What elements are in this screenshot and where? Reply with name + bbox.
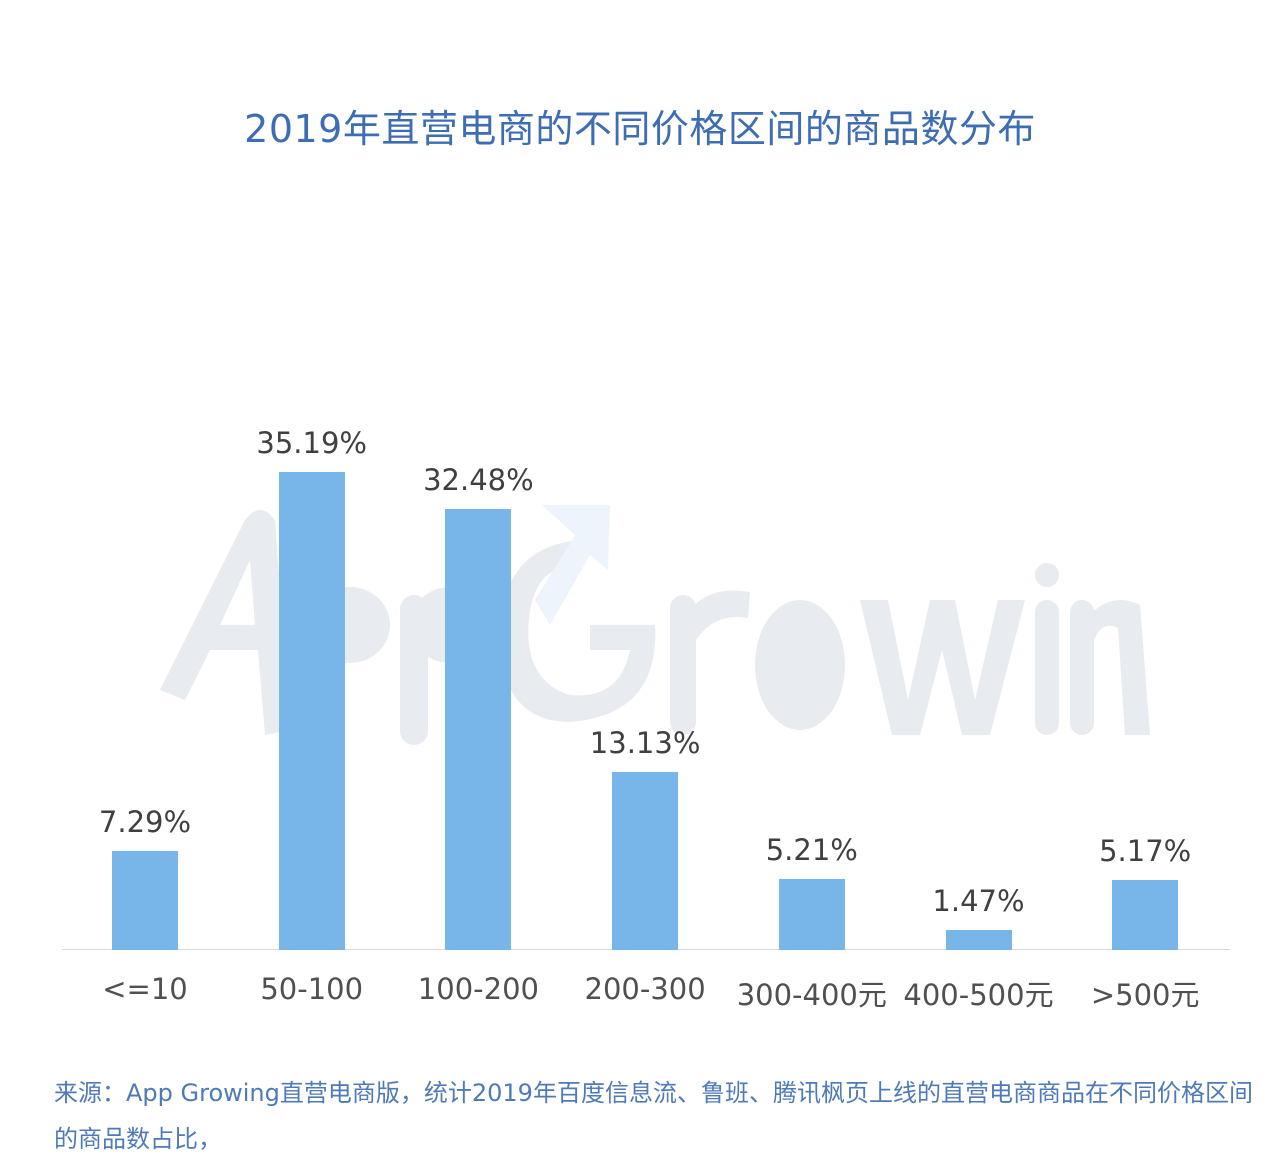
- source-footnote: 来源：App Growing直营电商版，统计2019年百度信息流、鲁班、腾讯枫页…: [54, 1079, 1253, 1153]
- x-axis-category-label: 200-300: [584, 972, 706, 1006]
- bar: [612, 772, 679, 950]
- x-axis-category-label: 400-500元: [903, 978, 1054, 1012]
- x-axis-category-label: 50-100: [260, 972, 364, 1006]
- bar-value-label: 35.19%: [256, 426, 367, 460]
- bar-value-label: 7.29%: [98, 805, 192, 839]
- bar-value-label: 5.21%: [765, 833, 858, 867]
- bar-value-label: 5.17%: [1099, 834, 1192, 868]
- x-axis-category-label: 300-400元: [736, 978, 887, 1012]
- bar-value-label: 32.48%: [423, 463, 534, 497]
- bar: [445, 509, 512, 950]
- bar: [778, 879, 845, 950]
- x-axis-category-label: <=10: [102, 972, 188, 1006]
- bar: [945, 930, 1012, 950]
- bar-value-label: 1.47%: [932, 884, 1025, 918]
- bar: [278, 472, 345, 950]
- bar: [1112, 880, 1179, 950]
- x-axis-category-label: >500元: [1090, 978, 1200, 1012]
- x-axis-category-label: 100-200: [417, 972, 539, 1006]
- bar-value-label: 13.13%: [589, 726, 701, 760]
- chart-title: 2019年直营电商的不同价格区间的商品数分布: [244, 107, 1036, 151]
- bar: [112, 851, 178, 950]
